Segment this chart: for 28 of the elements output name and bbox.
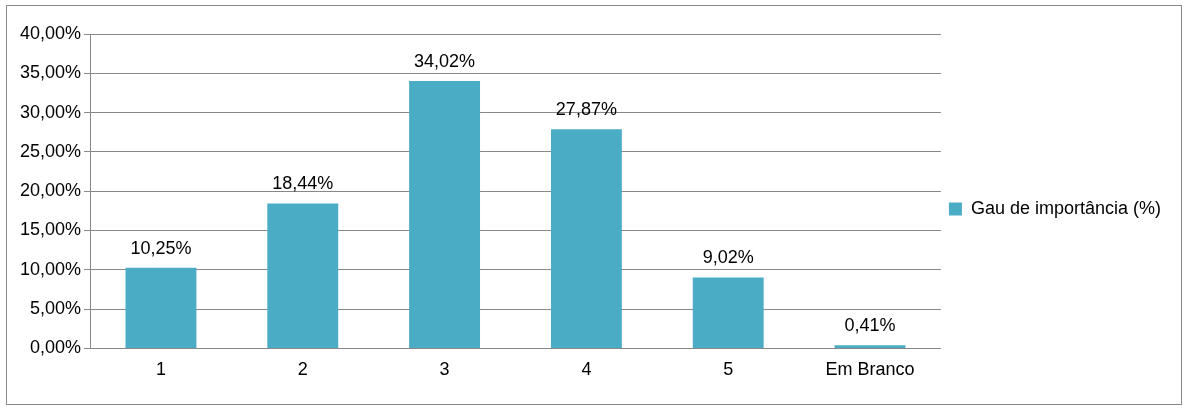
bar <box>834 345 906 348</box>
x-tick-label: 1 <box>155 359 166 380</box>
x-tick-label: 5 <box>723 359 734 380</box>
x-tick-label: Em Branco <box>825 359 915 380</box>
x-tick-label: 3 <box>439 359 450 380</box>
bar <box>409 81 481 348</box>
data-label: 34,02% <box>414 50 476 71</box>
y-tick-label: 0,00% <box>30 337 82 358</box>
data-label: 9,02% <box>702 247 754 268</box>
y-tick-label: 10,00% <box>19 258 82 279</box>
y-tick-label: 40,00% <box>19 22 82 43</box>
bar <box>550 129 622 348</box>
bar <box>692 277 764 348</box>
bar <box>267 203 339 348</box>
data-label: 10,25% <box>130 237 192 258</box>
data-label: 0,41% <box>844 315 896 336</box>
x-tick-label: 2 <box>297 359 308 380</box>
y-tick-label: 35,00% <box>19 62 82 83</box>
y-tick-label: 30,00% <box>19 101 82 122</box>
y-tick-label: 25,00% <box>19 140 82 161</box>
legend-label: Gau de importância (%) <box>970 197 1162 218</box>
bar <box>125 267 197 348</box>
y-tick-label: 15,00% <box>19 219 82 240</box>
data-label: 27,87% <box>555 99 617 120</box>
data-label: 18,44% <box>272 173 334 194</box>
y-tick-label: 20,00% <box>19 180 82 201</box>
y-tick-label: 5,00% <box>30 298 82 319</box>
x-tick-label: 4 <box>581 359 592 380</box>
